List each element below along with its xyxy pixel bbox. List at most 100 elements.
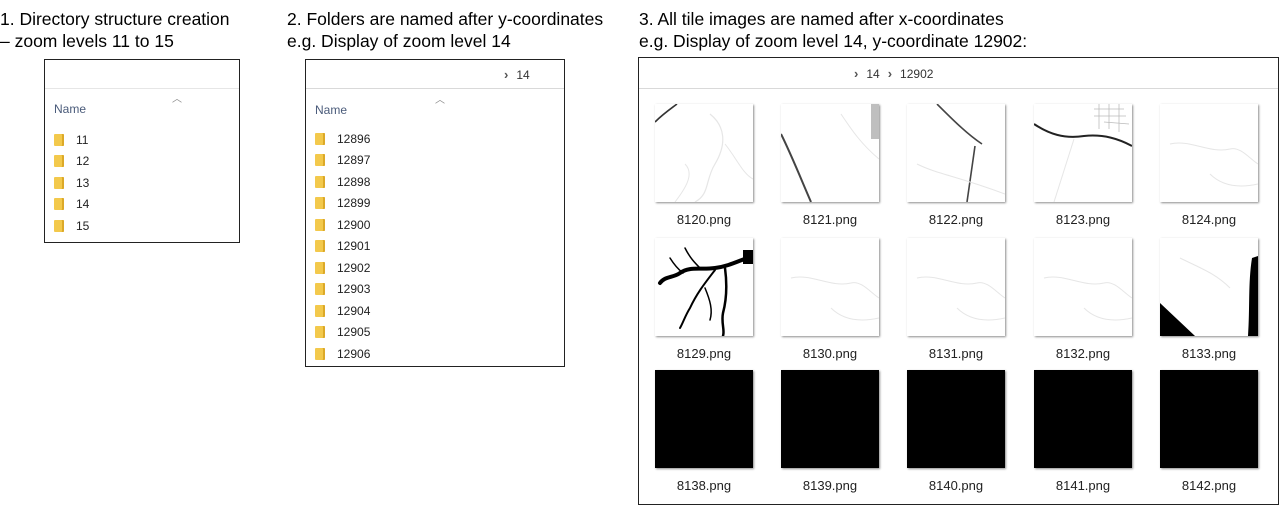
tile-filename[interactable]: 8141.png (1028, 478, 1138, 493)
folder-label: 12899 (337, 196, 370, 210)
tile-filename[interactable]: 8123.png (1028, 212, 1138, 227)
tile-thumbnail[interactable] (1160, 104, 1258, 202)
folder-label: 12906 (337, 347, 370, 361)
column-header[interactable]: ︿ Name (306, 89, 564, 119)
tile-filename[interactable]: 8133.png (1154, 346, 1264, 361)
tile-thumbnail[interactable] (781, 104, 879, 202)
column-header[interactable]: ︿ Name (45, 88, 239, 118)
tile-thumbnail[interactable] (1034, 104, 1132, 202)
folder-item[interactable]: 12896 (306, 128, 564, 150)
sort-up-icon: ︿ (172, 90, 182, 105)
folder-label: 12 (76, 154, 89, 168)
tile-thumbnail[interactable] (907, 370, 1005, 468)
tile-filename[interactable]: 8131.png (901, 346, 1011, 361)
folder-item[interactable]: 12901 (306, 236, 564, 258)
tile-filename[interactable]: 8139.png (775, 478, 885, 493)
caption-step-1: 1. Directory structure creation – zoom l… (0, 8, 230, 52)
tile-thumbnail[interactable] (1160, 238, 1258, 336)
folder-label: 12903 (337, 282, 370, 296)
tile-filename[interactable]: 8138.png (649, 478, 759, 493)
tile-thumbnail[interactable] (907, 238, 1005, 336)
breadcrumb-item[interactable]: 12902 (900, 67, 933, 81)
folder-icon (54, 220, 64, 232)
tile-thumbnail[interactable] (1160, 370, 1258, 468)
folder-list: 12896 12897 12898 12899 12900 12901 12902 12903… (306, 128, 564, 365)
breadcrumb-item[interactable]: 14 (516, 68, 529, 82)
folder-icon (315, 133, 325, 145)
folder-label: 12897 (337, 153, 370, 167)
folder-item[interactable]: 12903 (306, 279, 564, 301)
breadcrumb: › 14 (504, 67, 530, 82)
folder-label: 12905 (337, 325, 370, 339)
folder-item[interactable]: 11 (45, 129, 239, 151)
folder-item[interactable]: 12900 (306, 214, 564, 236)
sort-up-icon: ︿ (435, 91, 445, 106)
folder-icon (54, 177, 64, 189)
tile-filename[interactable]: 8140.png (901, 478, 1011, 493)
tile-filename[interactable]: 8132.png (1028, 346, 1138, 361)
column-header-name[interactable]: Name (315, 103, 347, 117)
caption-step-1-line-1: 1. Directory structure creation (0, 8, 230, 30)
tile-thumbnail[interactable] (781, 238, 879, 336)
tile-thumbnail[interactable] (655, 238, 753, 336)
folder-item[interactable]: 12898 (306, 171, 564, 193)
tile-filename[interactable]: 8130.png (775, 346, 885, 361)
column-header-name[interactable]: Name (54, 102, 86, 116)
tile-thumbnail[interactable] (655, 370, 753, 468)
folder-item[interactable]: 12899 (306, 193, 564, 215)
tile-filename[interactable]: 8122.png (901, 212, 1011, 227)
caption-step-1-line-2: – zoom levels 11 to 15 (0, 30, 230, 52)
tile-filename[interactable]: 8121.png (775, 212, 885, 227)
tile-filename[interactable]: 8129.png (649, 346, 759, 361)
folder-item[interactable]: 15 (45, 215, 239, 237)
folder-icon (315, 305, 325, 317)
folder-item[interactable]: 12906 (306, 343, 564, 365)
folder-icon (315, 197, 325, 209)
caption-step-3: 3. All tile images are named after x-coo… (639, 8, 1027, 52)
folder-item[interactable]: 12 (45, 151, 239, 173)
chevron-right-icon[interactable]: › (888, 66, 892, 81)
address-bar[interactable]: › 14 (306, 60, 564, 89)
tile-filename[interactable]: 8142.png (1154, 478, 1264, 493)
folder-label: 15 (76, 219, 89, 233)
folder-icon (315, 283, 325, 295)
folder-label: 12896 (337, 132, 370, 146)
folder-icon (315, 262, 325, 274)
breadcrumb-item[interactable]: 14 (866, 67, 879, 81)
folder-label: 12904 (337, 304, 370, 318)
tile-filename[interactable]: 8120.png (649, 212, 759, 227)
folder-icon (315, 219, 325, 231)
explorer-panel-y-folders: › 14 ︿ Name 12896 12897 12898 12899 12900 1290… (305, 59, 565, 367)
folder-icon (54, 134, 64, 146)
folder-label: 12898 (337, 175, 370, 189)
tile-thumbnail[interactable] (907, 104, 1005, 202)
tile-thumbnail[interactable] (655, 104, 753, 202)
folder-item[interactable]: 12905 (306, 322, 564, 344)
folder-icon (315, 154, 325, 166)
folder-item[interactable]: 12902 (306, 257, 564, 279)
folder-item[interactable]: 12897 (306, 150, 564, 172)
address-bar[interactable] (45, 60, 239, 88)
folder-icon (54, 198, 64, 210)
tile-thumbnail[interactable] (1034, 370, 1132, 468)
tile-thumbnail[interactable] (1034, 238, 1132, 336)
tile-filename[interactable]: 8124.png (1154, 212, 1264, 227)
folder-label: 12902 (337, 261, 370, 275)
folder-item[interactable]: 13 (45, 172, 239, 194)
folder-item[interactable]: 12904 (306, 300, 564, 322)
tile-thumbnail[interactable] (781, 370, 879, 468)
caption-step-2-line-1: 2. Folders are named after y-coordinates (287, 8, 603, 30)
chevron-right-icon[interactable]: › (504, 67, 508, 82)
caption-step-3-line-2: e.g. Display of zoom level 14, y-coordin… (639, 30, 1027, 52)
caption-step-3-line-1: 3. All tile images are named after x-coo… (639, 8, 1027, 30)
folder-label: 14 (76, 197, 89, 211)
folder-icon (315, 348, 325, 360)
folder-label: 12901 (337, 239, 370, 253)
explorer-panel-tile-images: › 14 › 12902 8120.png 8121.png 8122.png 8123.p… (638, 57, 1279, 505)
address-bar[interactable]: › 14 › 12902 (639, 58, 1278, 89)
folder-icon (315, 240, 325, 252)
folder-label: 12900 (337, 218, 370, 232)
chevron-right-icon[interactable]: › (854, 66, 858, 81)
folder-item[interactable]: 14 (45, 194, 239, 216)
breadcrumb: › 14 › 12902 (854, 66, 933, 81)
